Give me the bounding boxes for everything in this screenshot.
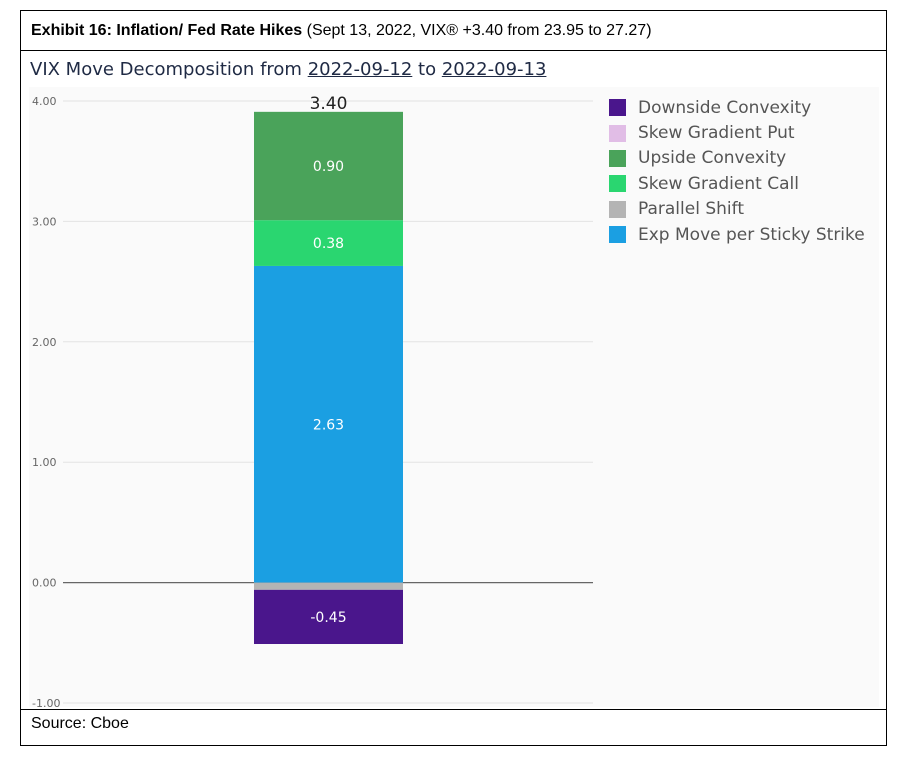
legend-item[interactable]: Skew Gradient Call xyxy=(609,171,865,196)
chart-title-prefix: VIX Move Decomposition from xyxy=(30,59,308,80)
legend-label: Parallel Shift xyxy=(638,199,744,220)
data-label-exp-move-per-sticky-strike: 2.63 xyxy=(313,417,344,433)
legend-swatch xyxy=(609,226,626,244)
legend-item[interactable]: Exp Move per Sticky Strike xyxy=(609,222,865,247)
legend-item[interactable]: Downside Convexity xyxy=(609,95,865,120)
bar-segment-skew-gradient-call xyxy=(254,220,403,266)
legend-swatch xyxy=(609,149,626,167)
chart-title-date-start: 2022-09-12 xyxy=(307,59,413,80)
y-tick-label: 4.00 xyxy=(32,95,57,108)
legend-label: Skew Gradient Call xyxy=(638,173,799,194)
y-tick-label: 2.00 xyxy=(32,336,57,349)
chart-title: VIX Move Decomposition from 2022-09-12 t… xyxy=(30,59,546,80)
legend-item[interactable]: Upside Convexity xyxy=(609,146,865,171)
legend-swatch xyxy=(609,99,626,117)
source-note: Source: Cboe xyxy=(31,715,129,732)
y-tick-label: -1.00 xyxy=(32,697,60,710)
legend-label: Downside Convexity xyxy=(638,97,812,118)
legend-swatch xyxy=(609,175,626,193)
plot-background xyxy=(29,87,879,707)
exhibit-subtitle: (Sept 13, 2022, VIX® +3.40 from 23.95 to… xyxy=(302,22,652,39)
legend-label: Upside Convexity xyxy=(638,148,787,169)
exhibit-footer: Source: Cboe xyxy=(21,709,886,745)
data-label-upside-convexity: 0.90 xyxy=(313,159,344,175)
y-tick-label: 3.00 xyxy=(32,215,57,228)
exhibit-frame: Exhibit 16: Inflation/ Fed Rate Hikes (S… xyxy=(20,10,887,746)
chart-area: VIX Move Decomposition from 2022-09-12 t… xyxy=(21,51,886,711)
legend-label: Skew Gradient Put xyxy=(638,123,795,144)
y-tick-label: 0.00 xyxy=(32,577,57,590)
data-label-skew-gradient-call: 0.38 xyxy=(313,236,344,252)
chart-title-date-end: 2022-09-13 xyxy=(441,59,547,80)
exhibit-header: Exhibit 16: Inflation/ Fed Rate Hikes (S… xyxy=(21,11,886,51)
bar-segment-downside-convexity xyxy=(254,589,403,645)
exhibit-title: Exhibit 16: Inflation/ Fed Rate Hikes xyxy=(31,22,303,39)
chart-title-mid: to xyxy=(412,59,442,80)
y-tick-label: 1.00 xyxy=(32,456,57,469)
bar-segment-parallel-shift xyxy=(254,582,403,590)
legend-item[interactable]: Parallel Shift xyxy=(609,197,865,222)
legend-swatch xyxy=(609,200,626,218)
chart-legend: Downside Convexity Skew Gradient Put Upsid… xyxy=(609,95,865,247)
chart-plot: 4.00 3.00 2.00 1.00 0.00 -1.00 2.63 0.38 0.90 -0.… xyxy=(29,87,879,710)
legend-item[interactable]: Skew Gradient Put xyxy=(609,120,865,145)
bar-segment-exp-move-per-sticky-strike xyxy=(254,265,403,583)
legend-label: Exp Move per Sticky Strike xyxy=(638,224,865,245)
data-label-downside-convexity: -0.45 xyxy=(310,610,346,626)
legend-swatch xyxy=(609,124,626,142)
bar-segment-upside-convexity xyxy=(254,111,403,221)
total-label: 3.40 xyxy=(310,94,348,114)
